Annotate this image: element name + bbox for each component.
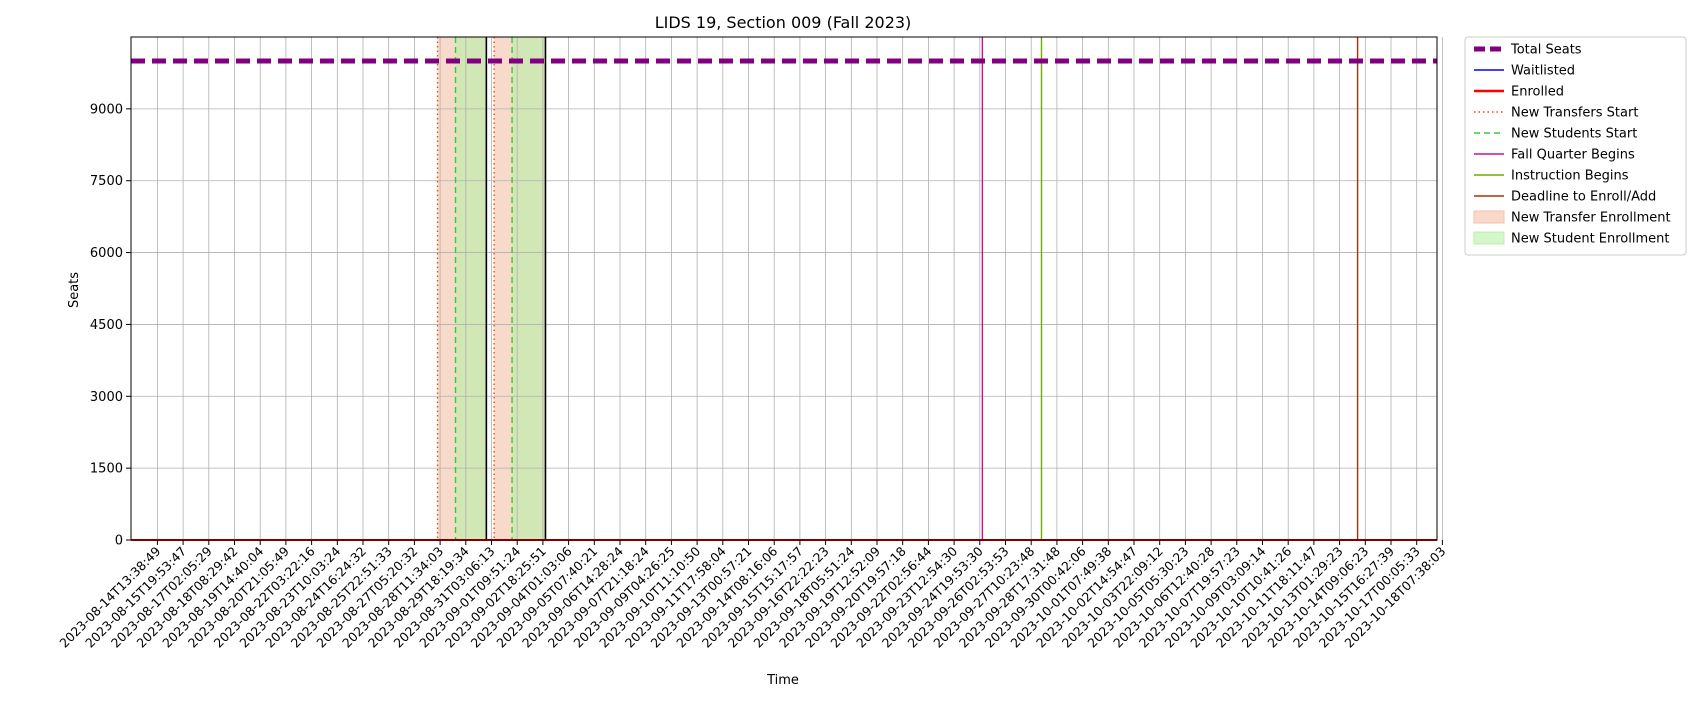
legend-label: Deadline to Enroll/Add [1511, 190, 1656, 205]
legend-label: New Transfer Enrollment [1511, 211, 1671, 226]
legend: Total Seats Waitlisted Enrolled New Transfe… [1464, 36, 1687, 256]
span-new-student-enrollment [455, 37, 487, 540]
y-tick-label: 3000 [90, 390, 123, 405]
legend-label: New Student Enrollment [1511, 232, 1669, 247]
y-tick-label: 7500 [90, 174, 123, 189]
chart-title: LIDS 19, Section 009 (Fall 2023) [655, 13, 912, 32]
y-tick-label: 4500 [90, 318, 123, 333]
legend-swatch [1473, 210, 1505, 224]
plot-area: 01500300045006000750090002023-08-14T13:3… [56, 36, 1449, 651]
legend-label: Waitlisted [1511, 64, 1575, 79]
legend-box [1464, 36, 1687, 256]
legend-swatch [1473, 231, 1505, 245]
legend-label: Fall Quarter Begins [1511, 148, 1635, 163]
legend-label: Total Seats [1510, 43, 1582, 58]
y-tick-label: 1500 [90, 462, 123, 477]
legend-label: Instruction Begins [1511, 169, 1629, 184]
y-tick-label: 6000 [90, 246, 123, 261]
y-tick-label: 9000 [90, 102, 123, 117]
legend-label: New Students Start [1511, 127, 1637, 142]
x-axis-label: Time [766, 673, 799, 688]
plot-frame [130, 36, 1438, 541]
span-new-student-enrollment [512, 37, 546, 540]
y-axis-label: Seats [67, 272, 82, 308]
y-tick-label: 0 [115, 534, 123, 549]
legend-label: Enrolled [1511, 85, 1564, 100]
legend-label: New Transfers Start [1511, 106, 1638, 121]
